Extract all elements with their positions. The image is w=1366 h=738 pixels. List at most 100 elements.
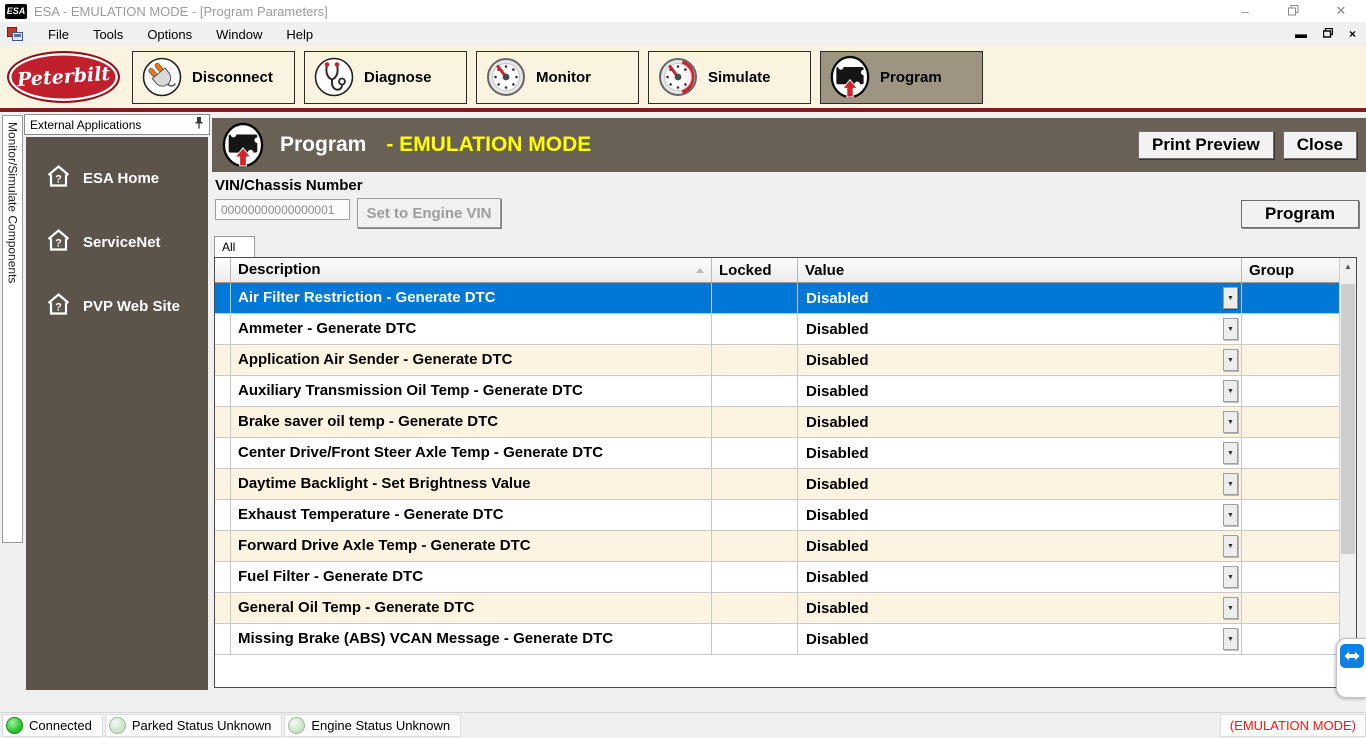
table-row[interactable]: Exhaust Temperature - Generate DTC Disabl…	[215, 500, 1339, 531]
table-row[interactable]: Center Drive/Front Steer Axle Temp - Gen…	[215, 438, 1339, 469]
row-selector[interactable]	[215, 407, 231, 437]
value-dropdown-button[interactable]: ▼	[1223, 504, 1238, 526]
parameter-group	[1242, 531, 1339, 561]
value-dropdown-button[interactable]: ▼	[1223, 349, 1238, 371]
parameter-value-cell[interactable]: Disabled ▼	[798, 531, 1242, 561]
row-selector[interactable]	[215, 562, 231, 592]
simulate-label: Simulate	[708, 68, 771, 86]
vin-input[interactable]	[215, 199, 350, 220]
value-dropdown-button[interactable]: ▼	[1223, 597, 1238, 619]
tab-monitor-simulate-components[interactable]: Monitor/Simulate Components	[2, 115, 23, 543]
table-row[interactable]: Auxiliary Transmission Oil Temp - Genera…	[215, 376, 1339, 407]
value-dropdown-button[interactable]: ▼	[1223, 442, 1238, 464]
mdi-minimize-icon[interactable]: ▬	[1294, 27, 1307, 41]
parameter-value-cell[interactable]: Disabled ▼	[798, 500, 1242, 530]
value-dropdown-button[interactable]: ▼	[1223, 411, 1238, 433]
parameter-value-cell[interactable]: Disabled ▼	[798, 314, 1242, 344]
parameter-value-cell[interactable]: Disabled ▼	[798, 562, 1242, 592]
svg-text:?: ?	[55, 174, 62, 186]
row-selector[interactable]	[215, 593, 231, 623]
parameter-value: Disabled	[806, 382, 869, 400]
diagnose-button[interactable]: Diagnose	[304, 50, 467, 104]
program-button-toolbar[interactable]: Program	[820, 50, 983, 104]
minimize-icon[interactable]: –	[1241, 3, 1249, 19]
table-row[interactable]: Missing Brake (ABS) VCAN Message - Gener…	[215, 624, 1339, 655]
menu-help[interactable]: Help	[286, 26, 314, 42]
restore-icon[interactable]	[1286, 4, 1300, 19]
close-icon[interactable]: ✕	[1335, 3, 1347, 18]
program-action-button[interactable]: Program	[1241, 200, 1359, 228]
sidebar-item-esa-home[interactable]: ? ESA Home	[26, 163, 208, 193]
chevron-down-icon: ▼	[1227, 635, 1234, 643]
value-dropdown-button[interactable]: ▼	[1223, 318, 1238, 340]
parameter-value-cell[interactable]: Disabled ▼	[798, 283, 1242, 313]
close-button[interactable]: Close	[1282, 131, 1357, 159]
row-selector[interactable]	[215, 531, 231, 561]
parameter-group	[1242, 345, 1339, 375]
menu-window[interactable]: Window	[216, 26, 263, 42]
row-selector[interactable]	[215, 438, 231, 468]
scrollbar-thumb[interactable]	[1341, 284, 1355, 554]
parameter-table-body: Air Filter Restriction - Generate DTC Dis…	[215, 283, 1339, 655]
scroll-up-icon[interactable]: ▲	[1344, 262, 1352, 271]
value-column-header[interactable]: Value	[798, 258, 1242, 282]
menu-tools[interactable]: Tools	[92, 26, 124, 42]
value-dropdown-button[interactable]: ▼	[1223, 535, 1238, 557]
table-row[interactable]: Forward Drive Axle Temp - Generate DTC Di…	[215, 531, 1339, 562]
parameter-value-cell[interactable]: Disabled ▼	[798, 593, 1242, 623]
row-selector[interactable]	[215, 500, 231, 530]
ecu-upload-icon	[830, 55, 870, 99]
row-selector[interactable]	[215, 345, 231, 375]
value-dropdown-button[interactable]: ▼	[1223, 380, 1238, 402]
tab-all[interactable]: All	[214, 236, 255, 257]
sidebar-item-pvp-web-site[interactable]: ? PVP Web Site	[26, 291, 208, 321]
parameter-locked	[712, 407, 798, 437]
parameter-value-cell[interactable]: Disabled ▼	[798, 469, 1242, 499]
table-row[interactable]: Air Filter Restriction - Generate DTC Dis…	[215, 283, 1339, 314]
connected-indicator-icon	[6, 717, 23, 734]
value-dropdown-button[interactable]: ▼	[1223, 473, 1238, 495]
description-column-header[interactable]: Description	[231, 258, 712, 282]
pin-icon[interactable]	[194, 116, 204, 133]
mdi-close-icon[interactable]: ×	[1348, 27, 1356, 41]
parameter-value-cell[interactable]: Disabled ▼	[798, 624, 1242, 654]
disconnect-button[interactable]: Disconnect	[132, 50, 295, 104]
table-row[interactable]: Fuel Filter - Generate DTC Disabled ▼	[215, 562, 1339, 593]
vertical-scrollbar[interactable]: ▲ ▼	[1339, 258, 1356, 687]
value-dropdown-button[interactable]: ▼	[1223, 287, 1238, 309]
mdi-restore-icon[interactable]	[1322, 27, 1334, 41]
value-dropdown-button[interactable]: ▼	[1223, 566, 1238, 588]
diagnose-label: Diagnose	[364, 68, 432, 86]
parked-indicator-icon	[108, 717, 126, 734]
table-row[interactable]: General Oil Temp - Generate DTC Disabled ▼	[215, 593, 1339, 624]
row-selector[interactable]	[215, 469, 231, 499]
menu-file[interactable]: File	[48, 26, 69, 42]
row-selector[interactable]	[215, 376, 231, 406]
parameter-value-cell[interactable]: Disabled ▼	[798, 376, 1242, 406]
print-preview-button[interactable]: Print Preview	[1137, 131, 1274, 159]
external-applications-header: External Applications	[24, 114, 210, 135]
sort-ascending-icon	[696, 267, 704, 273]
home-icon: ?	[46, 165, 71, 191]
row-selector[interactable]	[215, 624, 231, 654]
parameter-value-cell[interactable]: Disabled ▼	[798, 438, 1242, 468]
app-icon: ESA	[5, 3, 27, 19]
parameter-value-cell[interactable]: Disabled ▼	[798, 407, 1242, 437]
teamviewer-flap[interactable]	[1336, 638, 1366, 698]
parameter-value-cell[interactable]: Disabled ▼	[798, 345, 1242, 375]
menu-options[interactable]: Options	[147, 26, 193, 42]
locked-column-header[interactable]: Locked	[712, 258, 798, 282]
value-dropdown-button[interactable]: ▼	[1223, 628, 1238, 650]
row-selector[interactable]	[215, 314, 231, 344]
table-row[interactable]: Ammeter - Generate DTC Disabled ▼	[215, 314, 1339, 345]
parameter-group	[1242, 562, 1339, 592]
set-to-engine-vin-button[interactable]: Set to Engine VIN	[357, 198, 501, 228]
table-row[interactable]: Daytime Backlight - Set Brightness Value…	[215, 469, 1339, 500]
monitor-button[interactable]: Monitor	[476, 50, 639, 104]
table-row[interactable]: Brake saver oil temp - Generate DTC Disab…	[215, 407, 1339, 438]
sidebar-item-servicenet[interactable]: ? ServiceNet	[26, 227, 208, 257]
simulate-button[interactable]: Simulate	[648, 50, 811, 104]
table-row[interactable]: Application Air Sender - Generate DTC Dis…	[215, 345, 1339, 376]
row-selector[interactable]	[215, 283, 231, 313]
group-column-header[interactable]: Group	[1249, 261, 1294, 279]
